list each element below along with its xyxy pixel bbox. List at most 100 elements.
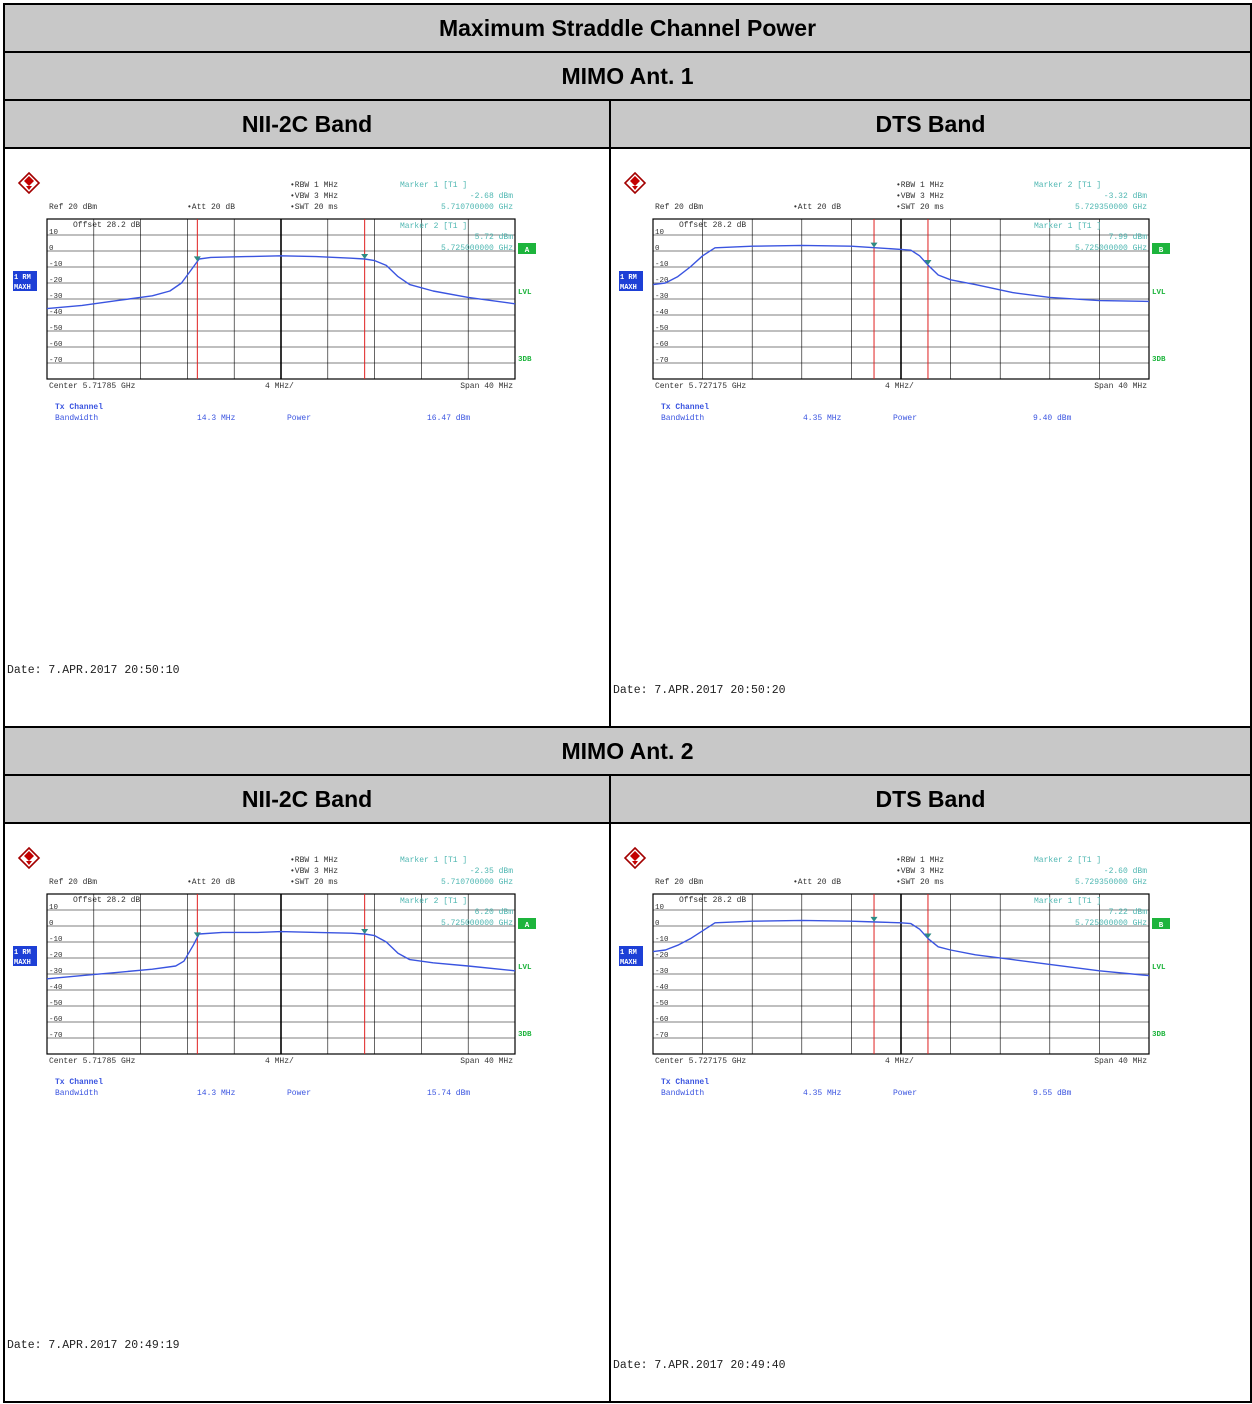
trace-mode-label: MAXH xyxy=(14,959,31,967)
marker-readout-freq: 5.725000000 GHz xyxy=(1075,244,1147,253)
y-tick-label: -70 xyxy=(49,357,63,365)
bandwidth-label: Bandwidth xyxy=(661,1089,704,1098)
offset-label: Offset 28.2 dB xyxy=(679,896,746,905)
report-table: Maximum Straddle Channel Power MIMO Ant.… xyxy=(3,3,1252,1403)
y-tick-label: 0 xyxy=(49,920,54,928)
power-value: 9.40 dBm xyxy=(1033,414,1072,423)
y-tick-label: -50 xyxy=(49,325,63,333)
trace-badge xyxy=(619,946,643,956)
ref-level-label: Ref 20 dBm xyxy=(49,203,97,212)
marker-readout-level: 7.99 dBm xyxy=(1109,233,1148,242)
spectrum-plot-ant1-nii2c: Ref 20 dBm •Att 20 dB •RBW 1 MHz •VBW 3 MHz… xyxy=(5,149,609,726)
band-header-nii2c: NII-2C Band xyxy=(3,99,611,149)
db3-label: 3DB xyxy=(518,1031,532,1039)
marker-readout-freq: 5.725000000 GHz xyxy=(441,244,513,253)
display-a-badge xyxy=(1152,243,1170,254)
capture-date: Date: 7.APR.2017 20:49:40 xyxy=(613,1359,786,1372)
y-tick-label: -30 xyxy=(49,968,63,976)
vbw-label: •VBW 3 MHz xyxy=(290,867,338,876)
y-tick-label: -30 xyxy=(49,293,63,301)
y-tick-label: -60 xyxy=(655,1016,669,1024)
trace-badge xyxy=(13,946,37,956)
span-label: Span 40 MHz xyxy=(460,382,513,391)
display-a-label: A xyxy=(525,247,530,255)
logo-mark xyxy=(632,861,638,865)
lvl-label: LVL xyxy=(518,289,532,297)
y-tick-label: -10 xyxy=(49,936,63,944)
logo-mark xyxy=(632,186,638,190)
vbw-label: •VBW 3 MHz xyxy=(896,192,944,201)
section-header-ant1: MIMO Ant. 1 xyxy=(3,51,1252,101)
plot-cell: Ref 20 dBm •Att 20 dB •RBW 1 MHz •VBW 3 MHz… xyxy=(3,822,611,1403)
division-label: 4 MHz/ xyxy=(885,1057,914,1066)
bandwidth-value: 14.3 MHz xyxy=(197,1089,236,1098)
marker-readout-freq: 5.725000000 GHz xyxy=(441,919,513,928)
y-tick-label: -30 xyxy=(655,968,669,976)
marker-triangle xyxy=(193,256,201,262)
offset-label: Offset 28.2 dB xyxy=(679,221,746,230)
center-frequency-label: Center 5.71785 GHz xyxy=(49,1057,136,1066)
trace-mode-label: MAXH xyxy=(620,959,637,967)
display-a-label: B xyxy=(1159,247,1164,255)
rbw-label: •RBW 1 MHz xyxy=(896,856,944,865)
marker-readout-label: Marker 2 [T1 ] xyxy=(400,222,467,231)
bandwidth-label: Bandwidth xyxy=(55,1089,98,1098)
trace-mode-label: MAXH xyxy=(14,284,31,292)
band-header-dts: DTS Band xyxy=(609,99,1252,149)
marker-triangle xyxy=(924,933,932,939)
bandwidth-label: Bandwidth xyxy=(55,414,98,423)
band-header-nii2c: NII-2C Band xyxy=(3,774,611,824)
tx-channel-title: Tx Channel xyxy=(661,1078,709,1087)
y-tick-label: -50 xyxy=(49,1000,63,1008)
db3-label: 3DB xyxy=(518,356,532,364)
marker-triangle xyxy=(870,242,878,248)
sweep-time-label: •SWT 20 ms xyxy=(290,203,338,212)
span-label: Span 40 MHz xyxy=(460,1057,513,1066)
trace-mode-label: MAXH xyxy=(620,284,637,292)
marker-readout-freq: 5.729350000 GHz xyxy=(1075,878,1147,887)
y-tick-label: 10 xyxy=(655,904,665,912)
ref-level-label: Ref 20 dBm xyxy=(655,203,703,212)
spectrum-trace xyxy=(652,919,1150,977)
marker-readout-label: Marker 2 [T1 ] xyxy=(1034,181,1101,190)
y-tick-label: 10 xyxy=(655,229,665,237)
plot-cell: Ref 20 dBm •Att 20 dB •RBW 1 MHz •VBW 3 MHz… xyxy=(3,147,611,728)
logo-mark xyxy=(630,176,640,186)
marker-readout-label: Marker 2 [T1 ] xyxy=(1034,856,1101,865)
logo-mark xyxy=(24,851,34,861)
display-a-badge xyxy=(518,918,536,929)
power-value: 15.74 dBm xyxy=(427,1089,470,1098)
y-tick-label: 0 xyxy=(655,245,660,253)
rs-logo-icon xyxy=(623,171,647,195)
center-frequency-label: Center 5.71785 GHz xyxy=(49,382,136,391)
y-tick-label: -40 xyxy=(49,309,63,317)
capture-date: Date: 7.APR.2017 20:49:19 xyxy=(7,1339,180,1352)
trace-mode-badge xyxy=(619,956,643,966)
attenuation-label: •Att 20 dB xyxy=(793,203,841,212)
spectrum-plot-ant2-dts: Ref 20 dBm •Att 20 dB •RBW 1 MHz •VBW 3 MHz… xyxy=(611,824,1250,1401)
marker-readout-label: Marker 1 [T1 ] xyxy=(1034,897,1101,906)
trace-mode-badge xyxy=(13,281,37,291)
center-frequency-label: Center 5.727175 GHz xyxy=(655,1057,746,1066)
power-label: Power xyxy=(893,414,917,423)
division-label: 4 MHz/ xyxy=(885,382,914,391)
y-tick-label: -10 xyxy=(49,261,63,269)
lvl-label: LVL xyxy=(518,964,532,972)
bandwidth-value: 4.35 MHz xyxy=(803,1089,842,1098)
trace-badge xyxy=(619,271,643,281)
vbw-label: •VBW 3 MHz xyxy=(896,867,944,876)
sweep-time-label: •SWT 20 ms xyxy=(290,878,338,887)
offset-label: Offset 28.2 dB xyxy=(73,896,140,905)
marker-readout-level: -2.60 dBm xyxy=(1104,867,1147,876)
sweep-time-label: •SWT 20 ms xyxy=(896,878,944,887)
y-tick-label: -40 xyxy=(655,309,669,317)
spectrum-svg: Ref 20 dBm •Att 20 dB •RBW 1 MHz •VBW 3 MHz… xyxy=(13,846,536,1098)
marker-readout-level: -3.32 dBm xyxy=(1104,192,1147,201)
trace-badge-label: 1 RM xyxy=(14,274,31,282)
power-label: Power xyxy=(287,1089,311,1098)
trace-badge-label: 1 RM xyxy=(620,274,637,282)
db3-label: 3DB xyxy=(1152,1031,1166,1039)
tx-channel-title: Tx Channel xyxy=(55,403,103,412)
section-header-ant2: MIMO Ant. 2 xyxy=(3,726,1252,776)
attenuation-label: •Att 20 dB xyxy=(187,203,235,212)
